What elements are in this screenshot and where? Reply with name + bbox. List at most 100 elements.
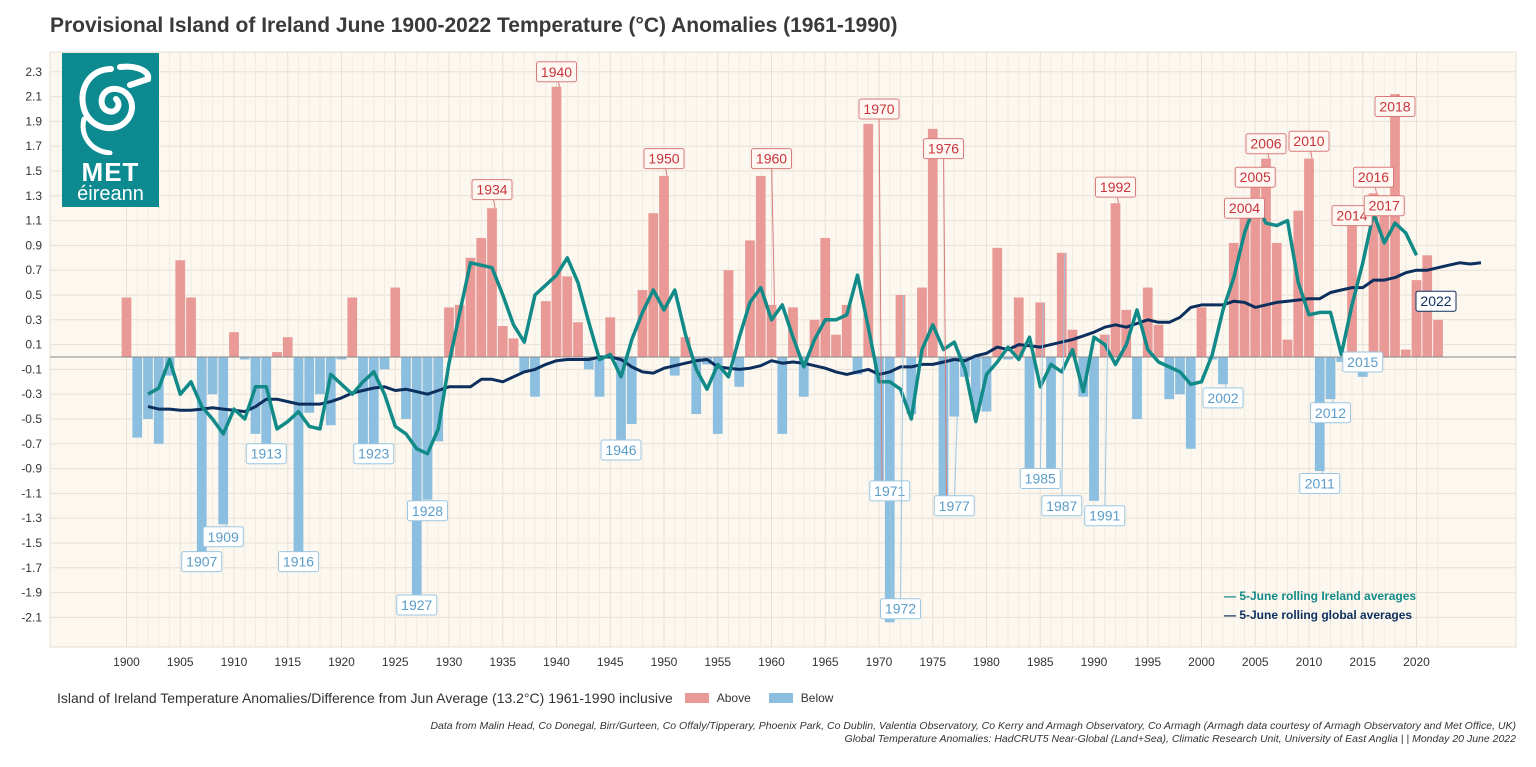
- y-tick-label: -0.7: [21, 437, 42, 451]
- annotation-box-1934: [471, 179, 513, 201]
- annotation-leader-1960: [771, 158, 775, 305]
- bar-1995: [1142, 287, 1153, 357]
- y-tick-label: -1.1: [21, 486, 42, 500]
- annotation-leader-1985: [1039, 302, 1044, 479]
- annotation-label-2018: 2018: [1379, 99, 1410, 115]
- x-tick-label: 1920: [328, 655, 355, 669]
- bar-1973: [906, 357, 917, 415]
- annotation-label-1977: 1977: [939, 498, 970, 514]
- bar-1958: [745, 240, 755, 357]
- bar-1963: [798, 357, 809, 397]
- annotation-label-1970: 1970: [863, 101, 894, 117]
- x-tick-label: 1935: [489, 655, 516, 669]
- bar-2016: [1368, 193, 1379, 357]
- bar-1902: [143, 357, 153, 419]
- annotation-label-1971: 1971: [874, 483, 905, 499]
- y-tick-label: -0.1: [21, 362, 42, 376]
- y-tick-label: -1.9: [21, 586, 42, 600]
- annotation-box-1960: [751, 148, 792, 170]
- annotation-box-1992: [1095, 176, 1136, 198]
- bar-1908: [207, 357, 218, 395]
- source-line-1: Data from Malin Head, Co Donegal, Birr/G…: [430, 720, 1516, 732]
- bar-2022: [1433, 319, 1443, 357]
- annotation-box-2018: [1374, 96, 1416, 118]
- annotation-label-1927: 1927: [401, 597, 432, 613]
- legend-above-swatch: [684, 693, 709, 703]
- bar-1929: [433, 357, 444, 442]
- y-tick-label: -1.3: [21, 511, 42, 525]
- annotation-box-1927: [396, 594, 438, 616]
- bar-1985: [1035, 302, 1046, 357]
- current-year-label: 2022: [1420, 293, 1451, 309]
- current-year-box: [1415, 290, 1457, 312]
- annotation-label-2017: 2017: [1369, 198, 1400, 214]
- bar-2004: [1239, 198, 1250, 357]
- annotation-label-2005: 2005: [1240, 169, 1271, 185]
- bar-2019: [1400, 349, 1411, 357]
- bar-1943: [583, 357, 594, 370]
- annotation-box-2005: [1234, 166, 1276, 188]
- bar-1904: [164, 357, 175, 376]
- x-tick-label: 1980: [973, 655, 1000, 669]
- logo-eireann-text: éireann: [77, 183, 144, 205]
- annotation-box-1946: [600, 439, 642, 461]
- bar-1993: [1121, 309, 1132, 357]
- annotation-box-1913: [245, 443, 287, 465]
- bar-1986: [1046, 357, 1056, 489]
- bar-1997: [1164, 357, 1175, 400]
- annotation-leader-1977: [953, 416, 958, 506]
- bar-2000: [1196, 307, 1207, 357]
- legend-below-label: Below: [800, 691, 834, 705]
- bar-1912: [250, 357, 261, 434]
- annotation-label-1950: 1950: [648, 151, 679, 167]
- annotation-box-1971: [869, 480, 911, 502]
- annotation-box-1916: [278, 551, 319, 573]
- y-tick-label: 0.7: [25, 263, 42, 277]
- bar-1932: [465, 257, 476, 357]
- annotation-label-1916: 1916: [283, 554, 314, 570]
- bar-2017: [1379, 198, 1390, 357]
- legend-item-ireland_line: — 5-June rolling Ireland averages: [1224, 589, 1416, 603]
- bar-1948: [637, 290, 648, 357]
- y-tick-label: 1.5: [25, 164, 42, 178]
- x-tick-label: 1930: [436, 655, 463, 669]
- bar-1945: [605, 317, 616, 357]
- annotation-label-2006: 2006: [1250, 136, 1281, 152]
- annotation-box-2002: [1202, 387, 1244, 409]
- y-tick-label: 1.3: [25, 189, 42, 203]
- x-tick-label: 2005: [1242, 655, 1269, 669]
- bar-1989: [1078, 357, 1089, 397]
- bar-1972: [895, 295, 906, 357]
- bar-1988: [1067, 329, 1078, 357]
- annotation-label-1972: 1972: [885, 601, 916, 617]
- annotation-leader-1987: [1061, 252, 1066, 506]
- bar-1917: [304, 357, 315, 413]
- annotation-leader-1976: [943, 148, 947, 496]
- met-eireann-logo: MET éireann: [62, 53, 159, 207]
- line-legend: — 5-June rolling Ireland averages — 5-Jun…: [1224, 589, 1416, 622]
- y-tick-label: -2.1: [21, 610, 42, 624]
- annotation-box-1940: [536, 61, 577, 83]
- annotation-label-1909: 1909: [208, 529, 239, 545]
- bar-1977: [949, 357, 960, 417]
- annotation-box-2004: [1224, 197, 1265, 219]
- bar-1955: [712, 357, 723, 434]
- bar-1921: [347, 297, 358, 357]
- year-annotations: 1940 1934 1950 1960 1970 1976 1992 2004 2006 2005…: [181, 61, 1457, 623]
- bar-1996: [1153, 324, 1164, 357]
- bar-1980: [981, 357, 992, 412]
- bar-1927: [411, 357, 422, 599]
- bar-1933: [476, 237, 487, 357]
- annotation-box-2006: [1245, 133, 1287, 155]
- annotation-label-1928: 1928: [412, 503, 443, 519]
- bar-1949: [648, 213, 659, 357]
- annotation-label-2004: 2004: [1229, 200, 1260, 216]
- y-axis-ticks: -2.1 -1.9 -1.7 -1.5 -1.3 -1.1 -0.9 -0.7 -0.5 -0.3…: [21, 65, 42, 625]
- annotation-label-1940: 1940: [541, 64, 572, 80]
- annotation-box-2015: [1342, 351, 1384, 373]
- bar-1913: [261, 357, 272, 450]
- x-tick-label: 2015: [1349, 655, 1376, 669]
- x-tick-label: 1975: [919, 655, 946, 669]
- bar-1922: [358, 357, 368, 444]
- bar-1923: [368, 357, 379, 450]
